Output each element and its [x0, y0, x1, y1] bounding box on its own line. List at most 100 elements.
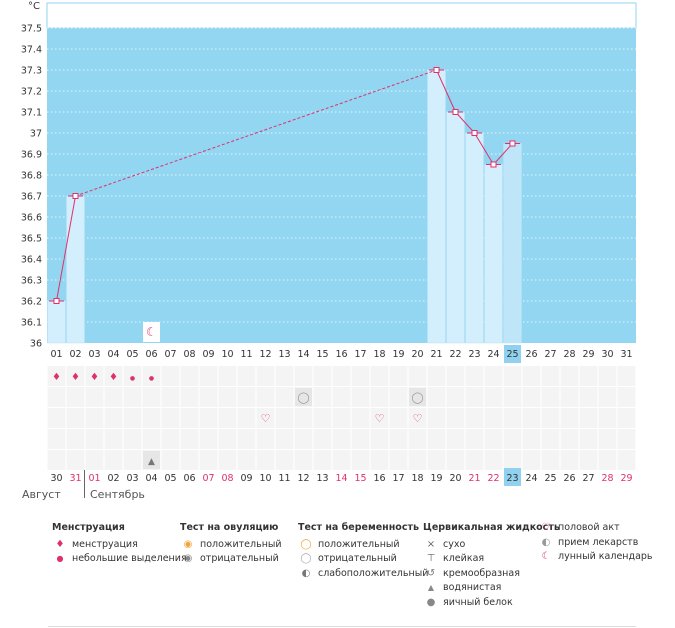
grid-cell — [427, 450, 446, 470]
grid-cell — [332, 366, 351, 386]
legend-title: Цервикальная жидкость — [423, 522, 560, 533]
temperature-bar — [484, 164, 503, 344]
gray-circle-icon: ◉ — [183, 553, 193, 564]
grid-cell — [180, 450, 199, 470]
grid-cell — [47, 408, 66, 428]
grid-cell — [370, 387, 389, 407]
legend-label: отрицательный — [200, 553, 279, 564]
y-tick-label: 37 — [30, 129, 42, 140]
white-bubble-icon: ◯ — [411, 391, 423, 404]
grid-cell — [427, 429, 446, 449]
grid-cell — [199, 408, 218, 428]
grid-cell — [446, 366, 465, 386]
cycle-day-label: 20 — [411, 349, 423, 360]
legend-item: ◯ отрицательный — [298, 552, 428, 567]
grid-cell — [351, 429, 370, 449]
grid-cell — [123, 366, 142, 386]
date-label: 18 — [411, 473, 423, 484]
grid-cell — [104, 408, 123, 428]
grid-cell — [85, 450, 104, 470]
grid-cell — [294, 366, 313, 386]
cycle-day-label: 30 — [601, 349, 613, 360]
grid-cell — [560, 450, 579, 470]
cycle-day-label: 04 — [107, 349, 119, 360]
legend-label: слабоположительный — [318, 567, 429, 579]
moon-icon: ☾ — [146, 325, 157, 339]
grid-cell — [313, 366, 332, 386]
grid-cell — [142, 429, 161, 449]
cycle-day-label: 10 — [221, 349, 233, 360]
grid-cell — [351, 450, 370, 470]
grid-cell — [218, 408, 237, 428]
grid-cell — [142, 387, 161, 407]
grid-cell — [180, 387, 199, 407]
grid-cell — [313, 387, 332, 407]
date-label: 15 — [354, 473, 366, 484]
grid-cell — [161, 429, 180, 449]
grid-cell — [237, 429, 256, 449]
cycle-day-label: 19 — [392, 349, 404, 360]
y-tick-label: 36.4 — [21, 255, 42, 266]
grid-cell — [598, 429, 617, 449]
legend-item: ↺ кремообразная — [423, 567, 560, 582]
grid-cell — [313, 408, 332, 428]
temperature-bar — [503, 143, 522, 344]
legend-label: прием лекарств — [558, 536, 639, 548]
legend-item: ● небольшие выделения — [52, 552, 187, 567]
grid-cell — [256, 366, 275, 386]
orange-circle-icon: ◉ — [183, 538, 193, 550]
drop-icon: ● — [56, 554, 64, 563]
grid-cell — [85, 387, 104, 407]
grid-cell — [256, 408, 275, 428]
y-tick-label: 36.7 — [21, 192, 42, 203]
grid-cell — [66, 450, 85, 470]
cycle-day-label: 12 — [259, 349, 271, 360]
y-tick-label: 37.3 — [21, 66, 42, 77]
grid-cell — [541, 429, 560, 449]
grid-cell — [351, 366, 370, 386]
cycle-day-label: 13 — [278, 349, 290, 360]
legend-label: отрицательный — [318, 553, 397, 564]
grid-cell — [503, 450, 522, 470]
legend-item: ⊤ клейкая — [423, 552, 560, 567]
cycle-day-label: 09 — [202, 349, 214, 360]
grid-cell — [85, 408, 104, 428]
y-tick-label: 37.4 — [21, 45, 42, 56]
cycle-day-label: 03 — [88, 349, 100, 360]
grid-cell — [522, 450, 541, 470]
grid-cell — [199, 429, 218, 449]
double-drop-icon: ♦ — [52, 372, 61, 383]
date-label: 01 — [88, 473, 100, 484]
grid-cell — [617, 366, 636, 386]
legend-title: Тест на овуляцию — [180, 522, 279, 533]
legend-item: ● яичный белок — [423, 596, 560, 611]
grid-cell — [446, 387, 465, 407]
date-label: 14 — [335, 473, 347, 484]
date-label: 28 — [601, 473, 613, 484]
plot-background — [47, 28, 636, 343]
grid-cell — [161, 387, 180, 407]
grid-cell — [370, 450, 389, 470]
legend-menstruation: Менструация ♦ менструация ● небольшие выде… — [52, 521, 187, 567]
grid-cell — [313, 450, 332, 470]
date-label: 03 — [126, 473, 138, 484]
grid-cell — [218, 387, 237, 407]
temperature-bar — [446, 111, 465, 344]
grid-cell — [47, 387, 66, 407]
grid-cell — [294, 450, 313, 470]
big-drop-icon: ● — [426, 596, 436, 608]
grid-cell — [256, 387, 275, 407]
grid-cell — [522, 408, 541, 428]
legend-label: половой акт — [558, 522, 620, 533]
grid-cell — [332, 408, 351, 428]
grid-cell — [446, 408, 465, 428]
grid-cell — [560, 366, 579, 386]
grid-cell — [522, 366, 541, 386]
grid-cell — [484, 387, 503, 407]
grid-cell — [66, 429, 85, 449]
symptom-grid: ♦ ♦ ♦ ♦ ● ● ◯ ◯ ♡ ♡ ♡ ▲ — [47, 366, 636, 470]
grid-cell — [408, 429, 427, 449]
y-tick-label: 36.2 — [21, 297, 42, 308]
grid-cell — [579, 408, 598, 428]
grid-cell — [617, 429, 636, 449]
